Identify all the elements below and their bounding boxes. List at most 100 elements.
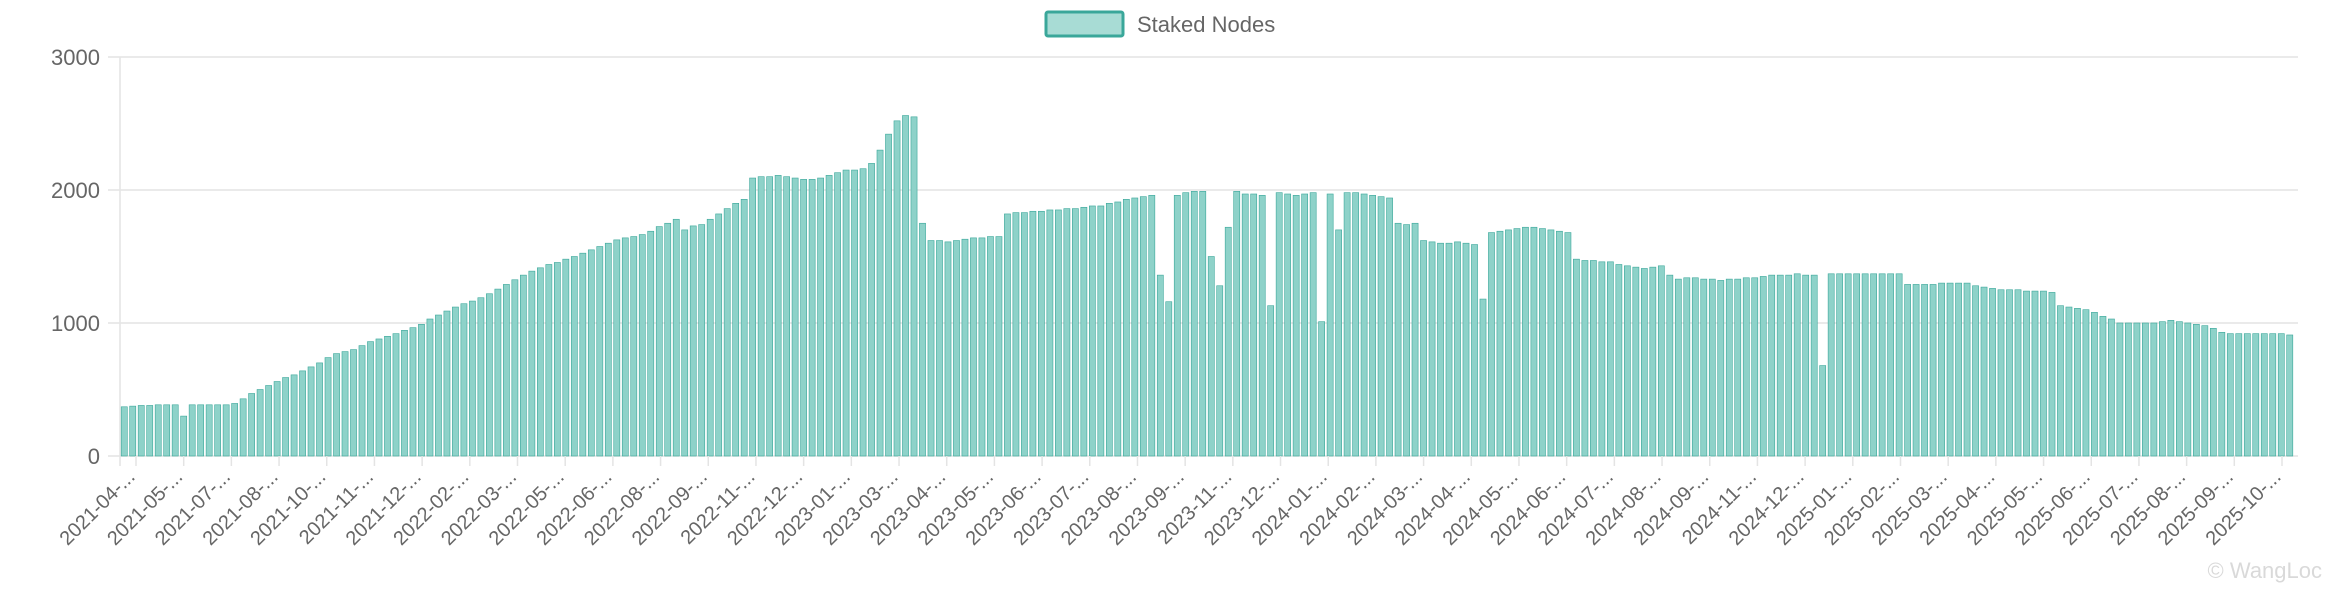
bar[interactable]	[1929, 284, 1937, 457]
bar[interactable]	[774, 175, 782, 457]
bar[interactable]	[367, 341, 374, 457]
bar[interactable]	[553, 262, 561, 457]
bar[interactable]	[1343, 192, 1351, 457]
bar[interactable]	[392, 333, 400, 457]
bar[interactable]	[1946, 282, 1954, 457]
bar[interactable]	[570, 256, 578, 457]
bar[interactable]	[817, 177, 824, 457]
bar[interactable]	[171, 404, 179, 457]
bar[interactable]	[1505, 229, 1512, 457]
bar[interactable]	[638, 234, 646, 457]
bar[interactable]	[1012, 212, 1020, 457]
bar[interactable]	[740, 199, 748, 457]
bar[interactable]	[350, 349, 357, 457]
bar[interactable]	[851, 169, 858, 457]
bar[interactable]	[248, 393, 255, 457]
bar[interactable]	[1861, 273, 1869, 457]
bar[interactable]	[1488, 232, 1495, 457]
bar[interactable]	[2074, 308, 2081, 457]
bar[interactable]	[1428, 241, 1436, 457]
bar[interactable]	[2125, 322, 2132, 457]
bar[interactable]	[1275, 192, 1283, 457]
bar[interactable]	[1471, 244, 1478, 457]
bar[interactable]	[1156, 274, 1164, 457]
bar[interactable]	[511, 279, 519, 457]
bar[interactable]	[545, 264, 553, 457]
bar[interactable]	[358, 345, 366, 457]
bar[interactable]	[537, 267, 544, 457]
bar[interactable]	[1437, 242, 1444, 457]
bar[interactable]	[2099, 316, 2107, 457]
bar[interactable]	[783, 176, 790, 457]
bar[interactable]	[1742, 277, 1750, 457]
bar[interactable]	[1199, 191, 1207, 457]
bar[interactable]	[664, 222, 672, 457]
bar[interactable]	[1522, 226, 1529, 457]
bar[interactable]	[2116, 322, 2124, 457]
bar[interactable]	[137, 405, 145, 457]
bar[interactable]	[2192, 324, 2200, 457]
bar[interactable]	[1131, 197, 1139, 457]
bar[interactable]	[1938, 282, 1945, 457]
bar[interactable]	[834, 172, 841, 457]
bar[interactable]	[2006, 289, 2013, 457]
bar[interactable]	[647, 230, 655, 457]
bar[interactable]	[587, 249, 595, 457]
bar[interactable]	[1980, 286, 1988, 457]
bar[interactable]	[1207, 256, 1215, 457]
bar[interactable]	[1369, 195, 1376, 457]
bar[interactable]	[715, 213, 723, 457]
bar[interactable]	[120, 406, 128, 457]
bar[interactable]	[256, 389, 264, 457]
bar[interactable]	[604, 242, 612, 457]
bar[interactable]	[876, 149, 884, 457]
bar[interactable]	[290, 374, 298, 457]
bar[interactable]	[1360, 193, 1368, 457]
bar[interactable]	[621, 237, 629, 457]
bar[interactable]	[936, 240, 943, 457]
bar[interactable]	[1029, 210, 1037, 457]
bar[interactable]	[1870, 273, 1877, 457]
bar[interactable]	[154, 404, 162, 457]
bar[interactable]	[698, 224, 706, 457]
bar[interactable]	[1963, 282, 1971, 457]
bar[interactable]	[1445, 242, 1453, 457]
bar[interactable]	[2108, 318, 2115, 457]
bar[interactable]	[927, 240, 935, 457]
bar[interactable]	[1989, 288, 1996, 457]
bar[interactable]	[749, 177, 757, 457]
bar[interactable]	[1725, 278, 1733, 457]
bar[interactable]	[2159, 321, 2166, 457]
bar[interactable]	[1462, 242, 1470, 457]
bar[interactable]	[1564, 232, 1572, 457]
bar[interactable]	[477, 297, 485, 457]
bar[interactable]	[1657, 265, 1665, 457]
bar[interactable]	[282, 377, 289, 457]
bar[interactable]	[1624, 265, 1631, 457]
bar[interactable]	[1530, 226, 1538, 457]
bar[interactable]	[375, 338, 383, 457]
bar[interactable]	[630, 236, 638, 457]
bar[interactable]	[757, 176, 765, 457]
bar[interactable]	[2167, 320, 2175, 457]
bar[interactable]	[1021, 212, 1028, 457]
bar[interactable]	[1649, 266, 1657, 457]
bar[interactable]	[222, 404, 230, 457]
legend-swatch[interactable]	[1046, 12, 1123, 36]
bar[interactable]	[766, 176, 774, 457]
bar[interactable]	[1377, 196, 1385, 457]
bar[interactable]	[1258, 195, 1266, 457]
bar[interactable]	[1734, 278, 1742, 457]
bar[interactable]	[1182, 192, 1190, 457]
bar[interactable]	[885, 133, 892, 457]
bar[interactable]	[435, 314, 442, 457]
bar[interactable]	[469, 300, 476, 457]
bar[interactable]	[1089, 205, 1096, 457]
bar[interactable]	[1547, 229, 1555, 457]
bar[interactable]	[2277, 333, 2285, 457]
bar[interactable]	[1386, 197, 1393, 457]
bar[interactable]	[486, 293, 493, 457]
bar[interactable]	[1318, 321, 1325, 457]
bar[interactable]	[273, 381, 281, 457]
bar[interactable]	[1539, 228, 1546, 457]
